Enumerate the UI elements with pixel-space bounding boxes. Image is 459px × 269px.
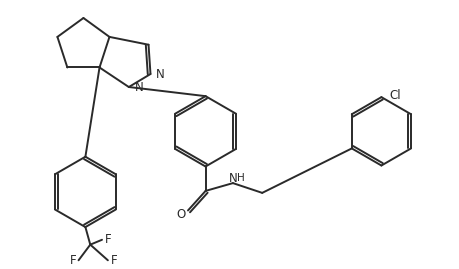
Text: N: N — [229, 172, 237, 185]
Text: Cl: Cl — [389, 89, 401, 102]
Text: F: F — [69, 254, 76, 267]
Text: H: H — [237, 173, 245, 183]
Text: F: F — [111, 254, 117, 267]
Text: N: N — [134, 80, 144, 94]
Text: N: N — [157, 68, 165, 80]
Text: O: O — [177, 208, 186, 221]
Text: F: F — [105, 233, 111, 246]
